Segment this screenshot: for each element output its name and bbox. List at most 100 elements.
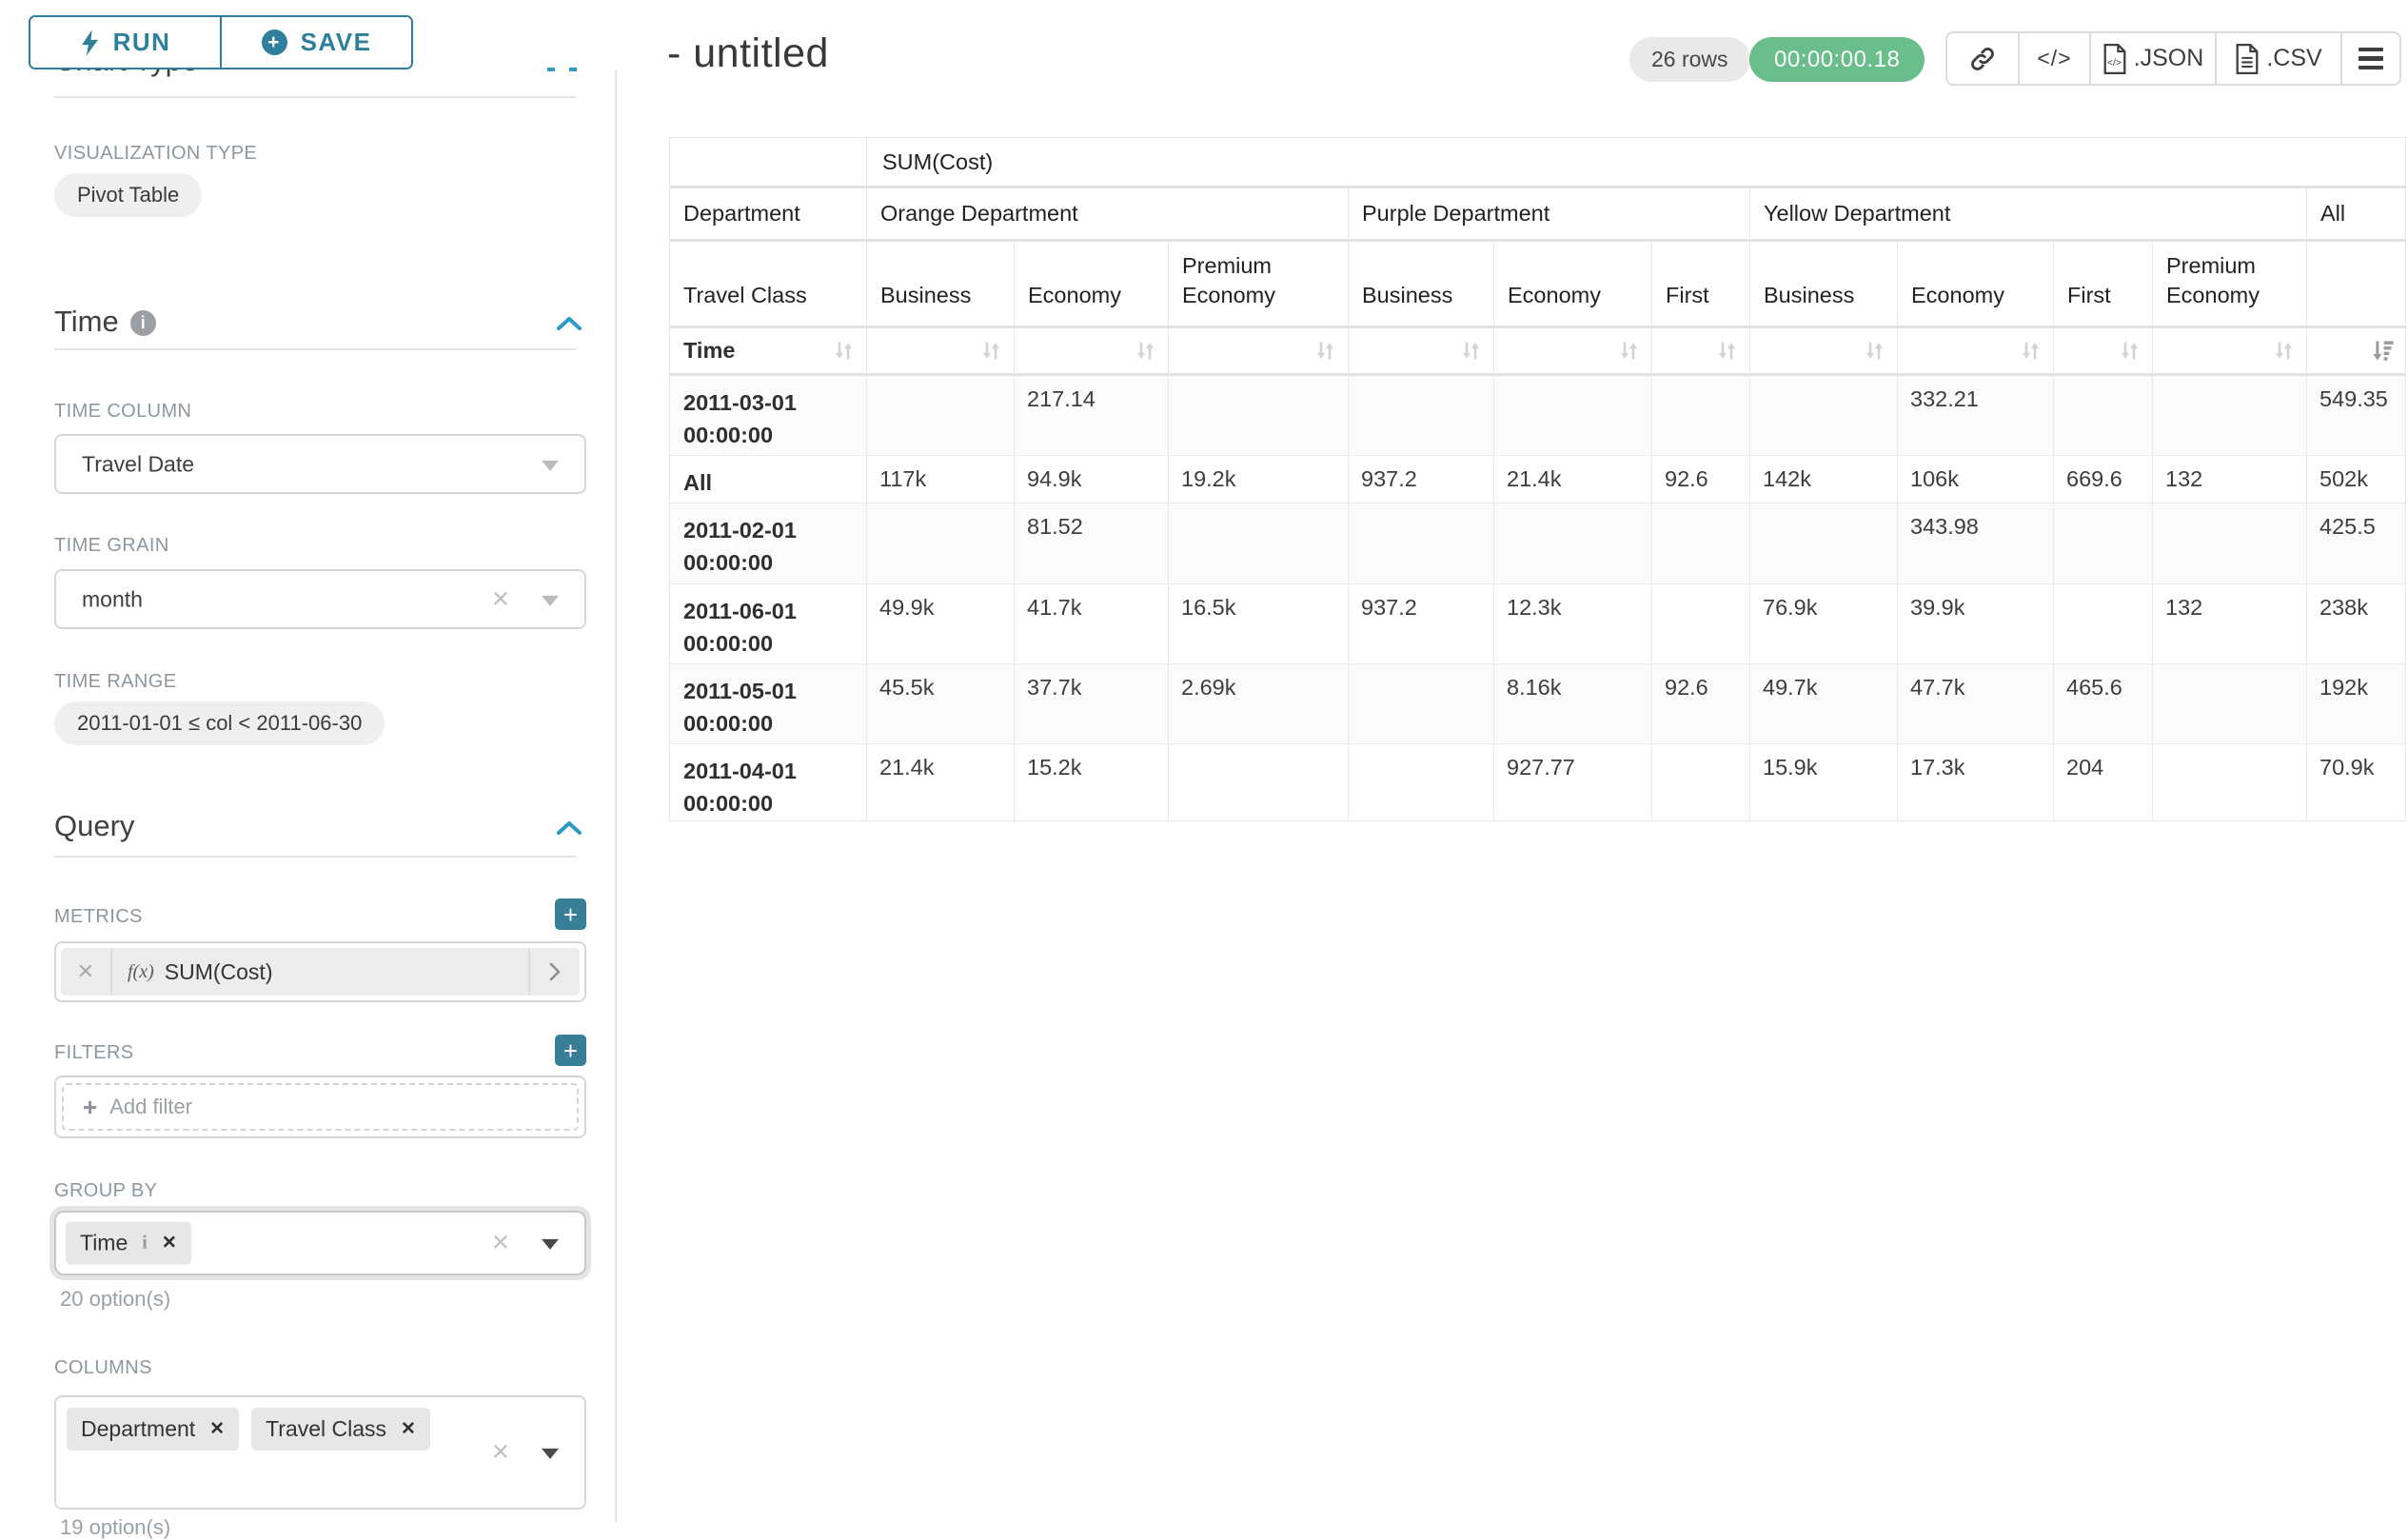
time-range-label: TIME RANGE — [54, 671, 177, 692]
run-button[interactable]: RUN — [30, 17, 220, 68]
chevron-down-icon[interactable] — [542, 460, 559, 471]
add-filter-label: Add filter — [109, 1095, 193, 1118]
pivot-cell — [1749, 503, 1898, 584]
time-grain-value: month — [82, 586, 143, 611]
sort-icon[interactable] — [1862, 338, 1887, 364]
pivot-cell: 41.7k — [1014, 583, 1169, 664]
columns-select[interactable]: Department ✕ Travel Class ✕ ✕ — [54, 1395, 586, 1510]
column-sort-cell — [1897, 326, 2054, 376]
remove-metric-icon[interactable]: ✕ — [61, 948, 112, 996]
pivot-cell: 15.9k — [1749, 743, 1898, 821]
class-header: Premium Economy — [2152, 240, 2307, 328]
time-column-select[interactable]: Travel Date — [54, 434, 586, 494]
pivot-cell — [1651, 503, 1750, 584]
share-link-button[interactable] — [1947, 33, 2018, 84]
export-button-group: </> </> .JSON .CSV — [1945, 31, 2401, 86]
collapse-time-section-icon[interactable] — [555, 314, 583, 333]
time-section-title: Time i — [54, 305, 156, 339]
control-panel-sidebar: Chart Type RUN + SAVE VISUALIZATION TYPE… — [0, 0, 617, 1539]
class-header: Premium Economy — [1168, 240, 1349, 328]
pivot-table: SUM(Cost) Department Orange Department Purp… — [669, 137, 2406, 821]
pivot-cell: 45.5k — [866, 663, 1015, 744]
chevron-down-icon[interactable] — [542, 595, 559, 606]
more-options-button[interactable] — [2340, 33, 2399, 84]
chart-title[interactable]: - untitled — [667, 30, 829, 76]
pivot-cell — [1168, 503, 1349, 584]
export-csv-label: .CSV — [2266, 45, 2322, 71]
columns-tag-travel-class[interactable]: Travel Class ✕ — [251, 1408, 430, 1451]
pivot-row-label: 2011-06-01 00:00:00 — [669, 583, 867, 664]
row-count-badge: 26 rows — [1629, 37, 1750, 82]
chart-type-caret-remnant — [569, 68, 577, 71]
group-by-select[interactable]: Time i ✕ ✕ — [54, 1211, 586, 1275]
sort-icon[interactable] — [1714, 338, 1740, 364]
info-icon[interactable]: i — [129, 310, 156, 337]
class-header: Economy — [1897, 240, 2054, 328]
add-metric-button[interactable]: + — [555, 898, 586, 930]
remove-tag-icon[interactable]: ✕ — [161, 1233, 177, 1254]
pivot-cell: 92.6 — [1651, 663, 1750, 744]
pivot-cell — [2152, 743, 2307, 821]
collapse-query-section-icon[interactable] — [555, 819, 583, 838]
tag-label: Time — [80, 1230, 128, 1255]
time-grain-select[interactable]: month ✕ — [54, 569, 586, 629]
info-icon[interactable]: i — [142, 1232, 148, 1254]
svg-text:</>: </> — [2107, 57, 2122, 68]
pivot-cell: 669.6 — [2053, 455, 2153, 503]
clear-icon[interactable]: ✕ — [490, 1439, 510, 1466]
clear-icon[interactable]: ✕ — [490, 586, 510, 612]
pivot-corner-cell — [669, 137, 867, 188]
pivot-cell: 81.52 — [1014, 503, 1169, 584]
sort-icon[interactable] — [978, 338, 1004, 364]
sort-icon[interactable] — [1133, 338, 1158, 364]
save-button[interactable]: + SAVE — [220, 17, 411, 68]
view-query-button[interactable]: </> — [2018, 33, 2089, 84]
sort-icon[interactable] — [1313, 338, 1338, 364]
metrics-control: ✕ f(x) SUM(Cost) — [54, 941, 586, 1002]
pivot-cell — [2053, 374, 2153, 456]
time-grain-label: TIME GRAIN — [54, 535, 169, 556]
pivot-cell: 39.9k — [1897, 583, 2054, 664]
pivot-cell: 70.9k — [2306, 743, 2406, 821]
tag-label: Department — [81, 1416, 196, 1441]
remove-tag-icon[interactable]: ✕ — [209, 1419, 226, 1439]
sort-icon[interactable] — [831, 338, 857, 364]
sort-icon[interactable] — [2018, 338, 2043, 364]
sort-descending-active-icon[interactable] — [2370, 338, 2396, 364]
add-filter-plus-button[interactable]: + — [555, 1035, 586, 1066]
group-header: Purple Department — [1348, 187, 1750, 242]
sort-icon[interactable] — [1458, 338, 1484, 364]
clear-icon[interactable]: ✕ — [490, 1230, 510, 1256]
metric-pill[interactable]: ✕ f(x) SUM(Cost) — [61, 948, 580, 996]
pivot-row-label: 2011-05-01 00:00:00 — [669, 663, 867, 744]
sort-icon[interactable] — [1616, 338, 1642, 364]
pivot-cell: 343.98 — [1897, 503, 2054, 584]
column-sort-cell — [2306, 326, 2406, 376]
chevron-down-icon[interactable] — [542, 1238, 559, 1250]
columns-label: COLUMNS — [54, 1357, 152, 1378]
sort-icon[interactable] — [2271, 338, 2297, 364]
edit-metric-caret-icon[interactable] — [528, 948, 580, 996]
pivot-cell — [1348, 663, 1494, 744]
export-json-label: .JSON — [2133, 45, 2204, 71]
time-sort-header: Time — [669, 326, 867, 376]
export-json-button[interactable]: </> .JSON — [2089, 33, 2215, 84]
export-csv-button[interactable]: .CSV — [2215, 33, 2340, 84]
pivot-cell: 117k — [866, 455, 1015, 503]
chevron-down-icon[interactable] — [542, 1448, 559, 1459]
column-sort-cell — [1014, 326, 1169, 376]
time-range-pill[interactable]: 2011-01-01 ≤ col < 2011-06-30 — [54, 701, 385, 745]
group-by-label: GROUP BY — [54, 1180, 158, 1201]
remove-tag-icon[interactable]: ✕ — [401, 1419, 416, 1439]
pivot-cell — [1168, 743, 1349, 821]
column-sort-cell — [1348, 326, 1494, 376]
group-by-tag-time[interactable]: Time i ✕ — [66, 1221, 191, 1265]
columns-tag-department[interactable]: Department ✕ — [67, 1408, 240, 1451]
run-button-label: RUN — [112, 28, 171, 56]
pivot-cell: 204 — [2053, 743, 2153, 821]
viz-type-pill[interactable]: Pivot Table — [54, 173, 203, 217]
add-filter-button[interactable]: + Add filter — [62, 1083, 579, 1131]
pivot-cell — [2053, 503, 2153, 584]
section-divider — [54, 348, 576, 350]
sort-icon[interactable] — [2117, 338, 2142, 364]
